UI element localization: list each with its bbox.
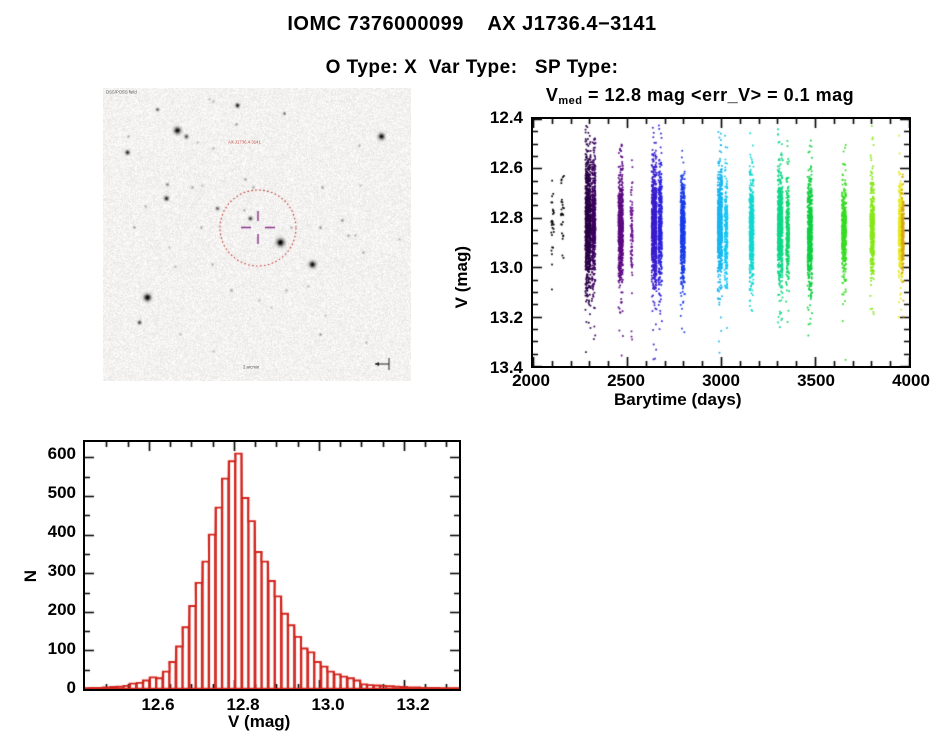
hi-ytick-4: 400 xyxy=(47,522,76,541)
hi-ytick-0: 0 xyxy=(66,678,76,697)
lc-xtick-4: 4000 xyxy=(892,371,930,390)
lc-ytick-0: 12.4 xyxy=(489,108,523,127)
magnitude-histogram-plot xyxy=(83,440,461,691)
lc-xtick-2: 3000 xyxy=(702,371,740,390)
light-curve-plot xyxy=(531,117,911,368)
histogram-canvas xyxy=(85,442,459,689)
hi-xtick-2: 13.0 xyxy=(311,695,345,714)
lc-ytick-5: 13.4 xyxy=(489,358,523,377)
hi-xtick-0: 12.6 xyxy=(141,695,175,714)
lc-ytick-1: 12.6 xyxy=(489,158,523,177)
hi-ytick-3: 300 xyxy=(47,561,76,580)
sky-scale-label: 2 arcmin xyxy=(243,365,260,371)
sky-overlay-label: AX J1736.4-3141 xyxy=(228,140,261,146)
median-magnitude-line: Vmed = 12.8 mag <err_V> = 0.1 mag xyxy=(470,85,930,107)
vmed-symbol: V xyxy=(545,85,559,105)
dss-finding-chart: DSS/POSS field AX J1736.4-3141 2 arcmin xyxy=(103,88,411,381)
light-curve-xlabel: Barytime (days) xyxy=(614,390,742,409)
lc-ytick-3: 13.0 xyxy=(489,258,523,277)
sky-image-canvas xyxy=(103,88,411,381)
hi-xtick-3: 13.2 xyxy=(396,695,430,714)
lc-ytick-4: 13.2 xyxy=(489,308,523,327)
object-type-line: O Type: X Var Type: SP Type: xyxy=(325,57,619,78)
hi-ytick-2: 200 xyxy=(47,600,76,619)
hi-xtick-1: 12.8 xyxy=(226,695,260,714)
hi-ytick-1: 100 xyxy=(47,639,76,658)
hi-ytick-6: 600 xyxy=(47,444,76,463)
hi-ytick-5: 500 xyxy=(47,483,76,502)
light-curve-canvas xyxy=(533,119,909,366)
histogram-xlabel: V (mag) xyxy=(228,712,291,731)
lc-ytick-2: 12.8 xyxy=(489,208,523,227)
vmed-text: = 12.8 mag <err_V> = 0.1 mag xyxy=(582,85,855,105)
sky-corner-label: DSS/POSS field xyxy=(106,90,137,96)
lc-xtick-0: 2000 xyxy=(512,371,550,390)
vmed-subscript: med xyxy=(558,95,583,107)
lc-xtick-1: 2500 xyxy=(607,371,645,390)
lc-xtick-3: 3500 xyxy=(797,371,835,390)
page-title: IOMC 7376000099 AX J1736.4−3141 xyxy=(287,13,657,35)
